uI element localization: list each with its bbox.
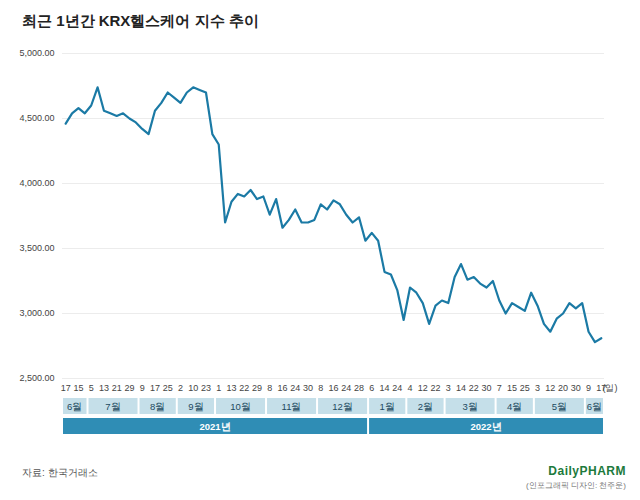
svg-text:2: 2 [178, 383, 183, 393]
svg-text:5월: 5월 [552, 401, 567, 412]
svg-text:7: 7 [497, 383, 502, 393]
svg-text:14: 14 [456, 383, 466, 393]
svg-text:12: 12 [418, 383, 428, 393]
svg-text:1월: 1월 [380, 401, 395, 412]
html-text:DailyPHARM: DailyPHARM [548, 464, 626, 478]
svg-text:9: 9 [140, 383, 145, 393]
svg-text:25: 25 [520, 383, 530, 393]
svg-text:6월: 6월 [67, 401, 82, 412]
html-text:자료: 한국거래소: 자료: 한국거래소 [22, 467, 98, 478]
svg-text:8월: 8월 [150, 401, 165, 412]
svg-text:7월: 7월 [105, 401, 120, 412]
svg-text:17: 17 [61, 383, 71, 393]
svg-text:8: 8 [318, 383, 323, 393]
svg-text:4: 4 [408, 383, 413, 393]
html-text:(인포그래픽 디자인: 천주운): (인포그래픽 디자인: 천주운) [526, 481, 626, 490]
svg-text:9월: 9월 [188, 401, 203, 412]
svg-text:6: 6 [369, 383, 374, 393]
svg-text:22: 22 [469, 383, 479, 393]
svg-text:9: 9 [586, 383, 591, 393]
svg-text:24: 24 [341, 383, 351, 393]
svg-text:8: 8 [267, 383, 272, 393]
svg-text:3: 3 [535, 383, 540, 393]
svg-text:17: 17 [596, 382, 607, 393]
svg-text:10: 10 [188, 383, 198, 393]
svg-text:28: 28 [354, 383, 364, 393]
svg-text:15: 15 [507, 383, 517, 393]
svg-text:4월: 4월 [507, 401, 522, 412]
svg-text:5: 5 [89, 383, 94, 393]
svg-text:2021년: 2021년 [199, 421, 230, 432]
svg-text:30: 30 [303, 383, 313, 393]
svg-text:30: 30 [571, 383, 581, 393]
svg-text:24: 24 [392, 383, 402, 393]
svg-text:12월: 12월 [332, 401, 353, 412]
svg-text:3,500.00: 3,500.00 [19, 243, 54, 253]
svg-text:12: 12 [545, 383, 555, 393]
svg-text:10월: 10월 [230, 401, 251, 412]
svg-text:20: 20 [558, 383, 568, 393]
svg-text:14: 14 [380, 383, 390, 393]
html-text:최근 1년간 KRX헬스케어 지수 추이: 최근 1년간 KRX헬스케어 지수 추이 [22, 12, 259, 29]
svg-text:21: 21 [112, 383, 122, 393]
svg-text:4,000.00: 4,000.00 [19, 178, 54, 188]
svg-text:29: 29 [124, 383, 134, 393]
svg-text:(일): (일) [603, 383, 618, 393]
svg-text:13: 13 [99, 383, 109, 393]
svg-text:3월: 3월 [462, 401, 477, 412]
svg-text:22: 22 [431, 383, 441, 393]
svg-text:15: 15 [73, 383, 83, 393]
svg-text:17: 17 [150, 383, 160, 393]
svg-text:30: 30 [482, 383, 492, 393]
svg-text:13: 13 [226, 383, 236, 393]
svg-text:24: 24 [290, 383, 300, 393]
svg-text:23: 23 [201, 383, 211, 393]
svg-text:3: 3 [446, 383, 451, 393]
svg-text:25: 25 [163, 383, 173, 393]
svg-text:2,500.00: 2,500.00 [19, 373, 54, 383]
svg-text:5,000.00: 5,000.00 [19, 48, 54, 58]
svg-text:2월: 2월 [418, 401, 433, 412]
svg-text:3,000.00: 3,000.00 [19, 308, 54, 318]
svg-text:29: 29 [252, 383, 262, 393]
svg-text:1: 1 [216, 383, 221, 393]
svg-text:4,500.00: 4,500.00 [19, 113, 54, 123]
svg-text:22: 22 [239, 383, 249, 393]
svg-text:6월: 6월 [587, 401, 602, 412]
svg-text:2022년: 2022년 [470, 421, 501, 432]
svg-text:16: 16 [328, 383, 338, 393]
svg-text:16: 16 [277, 383, 287, 393]
svg-text:11월: 11월 [282, 401, 302, 412]
